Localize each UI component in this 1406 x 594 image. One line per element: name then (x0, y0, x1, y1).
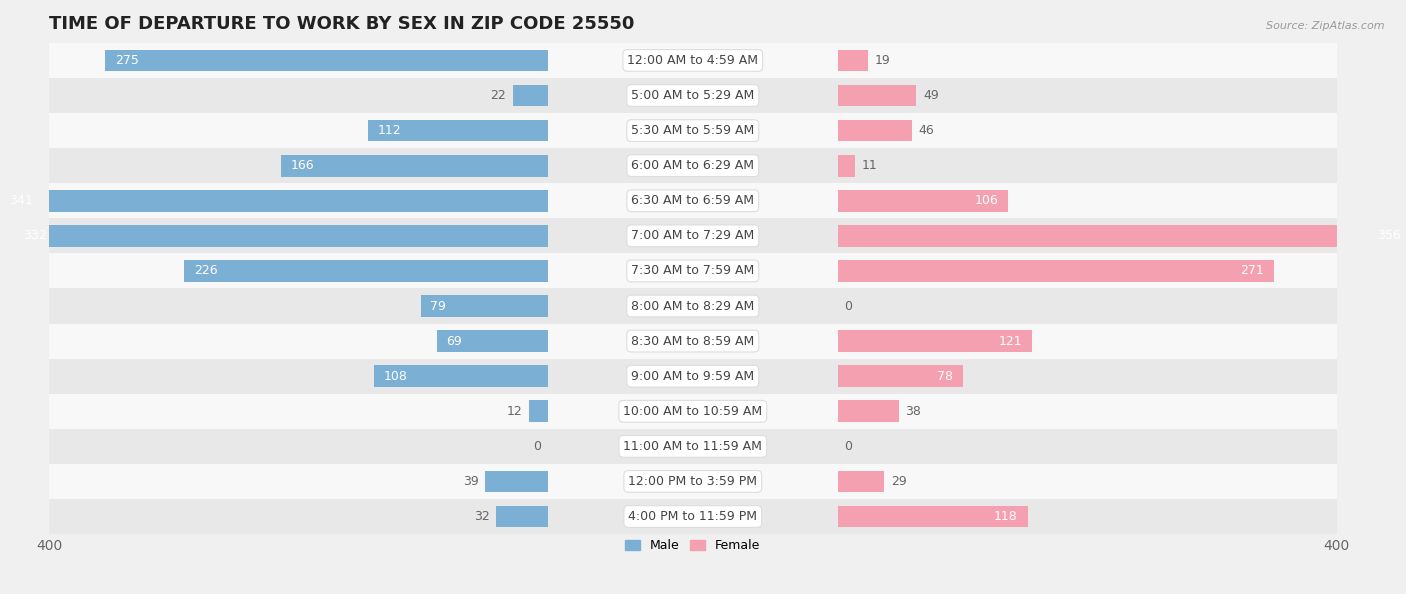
Text: 112: 112 (377, 124, 401, 137)
Bar (49, 78, 1337, 113)
Bar (49, 219, 1337, 254)
Bar (838, 330, 1032, 352)
Text: 106: 106 (974, 194, 998, 207)
Text: 0: 0 (844, 440, 852, 453)
Text: 341: 341 (8, 194, 32, 207)
Legend: Male, Female: Male, Female (620, 534, 765, 557)
Text: 4:00 PM to 11:59 PM: 4:00 PM to 11:59 PM (628, 510, 758, 523)
Bar (838, 155, 855, 176)
Text: 0: 0 (533, 440, 541, 453)
Text: 226: 226 (194, 264, 218, 277)
Text: 121: 121 (1000, 334, 1022, 347)
Text: 22: 22 (491, 89, 506, 102)
Text: 38: 38 (905, 405, 921, 418)
Bar (420, 295, 548, 317)
Text: 108: 108 (384, 369, 408, 383)
Bar (105, 49, 548, 71)
Text: 46: 46 (918, 124, 934, 137)
Text: 9:00 AM to 9:59 AM: 9:00 AM to 9:59 AM (631, 369, 755, 383)
Text: 7:30 AM to 7:59 AM: 7:30 AM to 7:59 AM (631, 264, 755, 277)
Text: 29: 29 (891, 475, 907, 488)
Bar (49, 113, 1337, 148)
Bar (485, 470, 548, 492)
Bar (49, 289, 1337, 324)
Text: TIME OF DEPARTURE TO WORK BY SEX IN ZIP CODE 25550: TIME OF DEPARTURE TO WORK BY SEX IN ZIP … (49, 15, 634, 33)
Text: 0: 0 (844, 299, 852, 312)
Bar (49, 429, 1337, 464)
Text: 356: 356 (1376, 229, 1400, 242)
Bar (838, 260, 1274, 282)
Text: 5:30 AM to 5:59 AM: 5:30 AM to 5:59 AM (631, 124, 755, 137)
Bar (49, 359, 1337, 394)
Bar (368, 120, 548, 141)
Text: 8:00 AM to 8:29 AM: 8:00 AM to 8:29 AM (631, 299, 755, 312)
Text: 49: 49 (922, 89, 939, 102)
Bar (838, 365, 963, 387)
Bar (49, 148, 1337, 183)
Text: 11: 11 (862, 159, 877, 172)
Text: 6:00 AM to 6:29 AM: 6:00 AM to 6:29 AM (631, 159, 754, 172)
Bar (437, 330, 548, 352)
Text: 11:00 AM to 11:59 AM: 11:00 AM to 11:59 AM (623, 440, 762, 453)
Bar (838, 84, 917, 106)
Bar (838, 470, 884, 492)
Bar (49, 324, 1337, 359)
Text: 7:00 AM to 7:29 AM: 7:00 AM to 7:29 AM (631, 229, 755, 242)
Text: 32: 32 (474, 510, 491, 523)
Text: 78: 78 (938, 369, 953, 383)
Bar (513, 84, 548, 106)
Text: 10:00 AM to 10:59 AM: 10:00 AM to 10:59 AM (623, 405, 762, 418)
Bar (49, 464, 1337, 499)
Bar (838, 225, 1406, 247)
Bar (281, 155, 548, 176)
Bar (838, 400, 898, 422)
Text: 271: 271 (1240, 264, 1264, 277)
Text: 19: 19 (875, 54, 890, 67)
Bar (374, 365, 548, 387)
Bar (0, 190, 548, 211)
Bar (49, 43, 1337, 78)
Bar (838, 49, 868, 71)
Bar (838, 505, 1028, 527)
Bar (49, 394, 1337, 429)
Text: 69: 69 (447, 334, 463, 347)
Text: 8:30 AM to 8:59 AM: 8:30 AM to 8:59 AM (631, 334, 755, 347)
Bar (184, 260, 548, 282)
Text: 12:00 AM to 4:59 AM: 12:00 AM to 4:59 AM (627, 54, 758, 67)
Bar (838, 190, 1008, 211)
Text: 79: 79 (430, 299, 446, 312)
Text: Source: ZipAtlas.com: Source: ZipAtlas.com (1267, 21, 1385, 31)
Bar (496, 505, 548, 527)
Text: 332: 332 (24, 229, 46, 242)
Bar (49, 183, 1337, 219)
Text: 12:00 PM to 3:59 PM: 12:00 PM to 3:59 PM (628, 475, 758, 488)
Text: 118: 118 (994, 510, 1018, 523)
Bar (838, 120, 911, 141)
Text: 275: 275 (115, 54, 139, 67)
Bar (49, 499, 1337, 534)
Text: 12: 12 (506, 405, 522, 418)
Text: 166: 166 (291, 159, 314, 172)
Bar (529, 400, 548, 422)
Bar (49, 254, 1337, 289)
Text: 6:30 AM to 6:59 AM: 6:30 AM to 6:59 AM (631, 194, 754, 207)
Bar (14, 225, 548, 247)
Text: 5:00 AM to 5:29 AM: 5:00 AM to 5:29 AM (631, 89, 755, 102)
Text: 39: 39 (463, 475, 479, 488)
